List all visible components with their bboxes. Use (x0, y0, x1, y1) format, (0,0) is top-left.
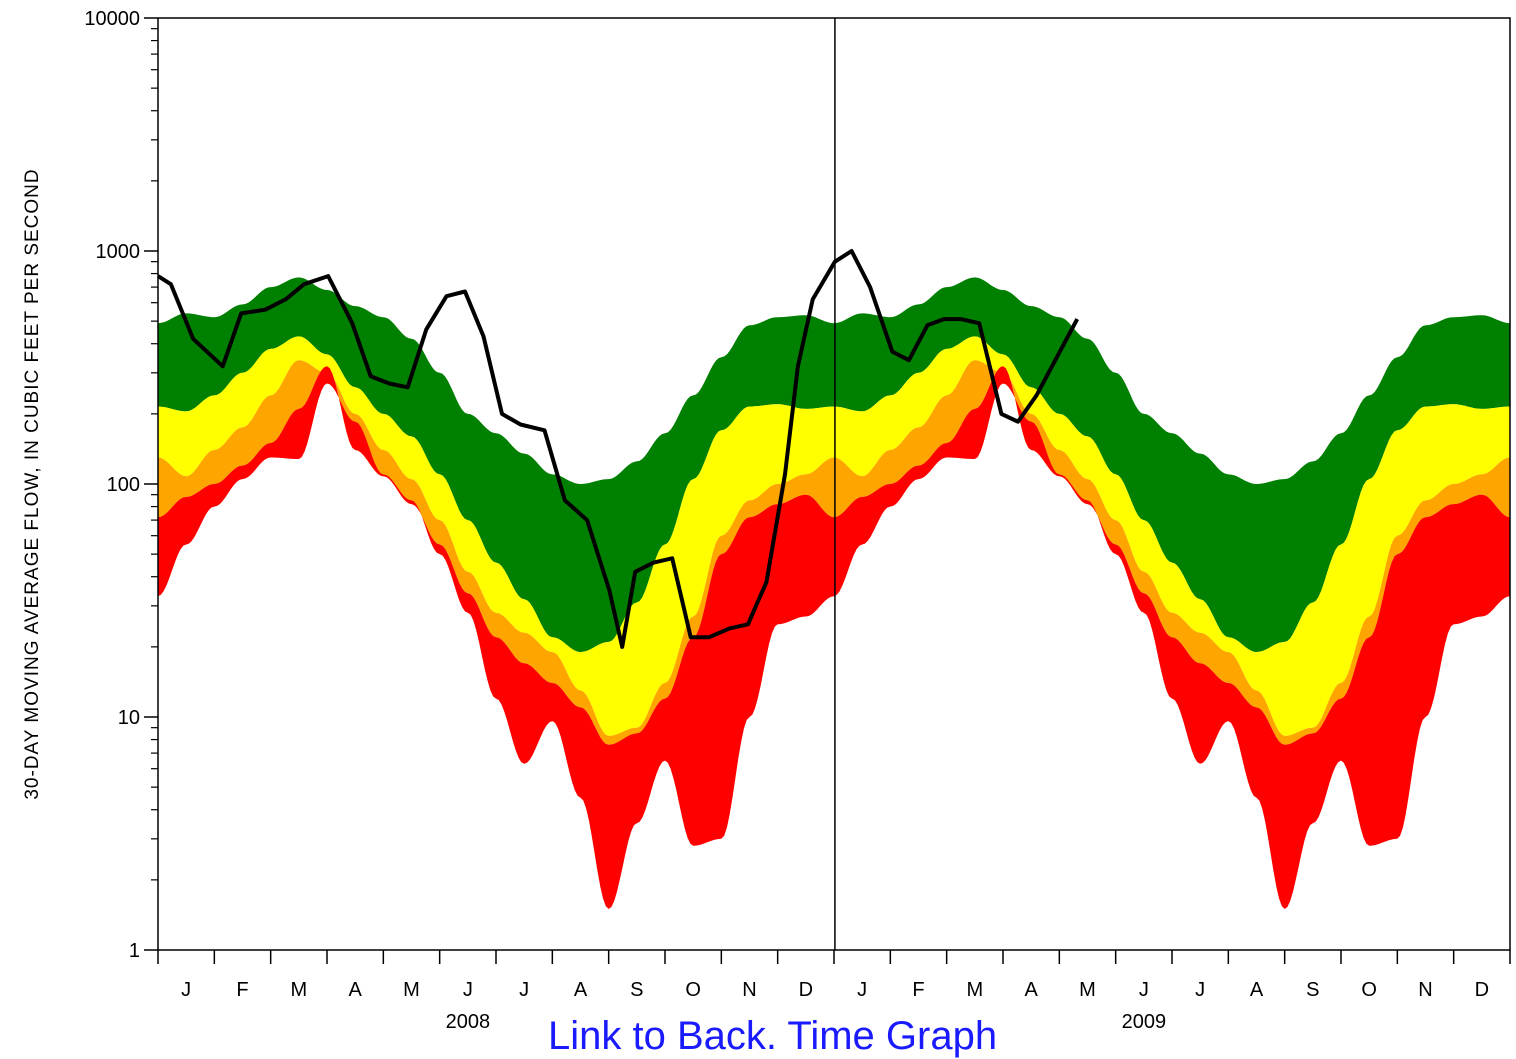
y-axis-label: 30-DAY MOVING AVERAGE FLOW, IN CUBIC FEE… (22, 168, 43, 799)
x-month-label: J (463, 979, 473, 1001)
x-year-label: 2009 (1122, 1011, 1167, 1033)
x-month-label: J (519, 979, 529, 1001)
band-above-normal (158, 277, 1510, 653)
y-axis-ticks: 1 10 100 1000 10000 (84, 8, 158, 962)
x-month-label: A (348, 979, 362, 1001)
x-month-label: M (1079, 979, 1096, 1001)
x-axis-ticks: J F M A M J J A S O N D J F M A M J J A S O N D 2008 2009 (157, 950, 1511, 1033)
streamflow-chart: 1 10 100 1000 10000 J F M A M J J A S O N D J F M A M J J A S O N D… (22, 8, 1511, 1033)
percentile-bands (158, 277, 1510, 909)
x-month-label: M (966, 979, 983, 1001)
x-month-label: S (1306, 979, 1319, 1001)
x-month-label: J (1139, 979, 1149, 1001)
flow-line (156, 249, 1079, 649)
y-tick-label: 1 (129, 940, 140, 962)
band-normal (158, 336, 1510, 736)
x-month-label: A (1250, 979, 1264, 1001)
x-month-label: J (1195, 979, 1205, 1001)
x-month-label: F (236, 979, 248, 1001)
y-tick-label: 1000 (96, 241, 141, 263)
x-month-label: O (1361, 979, 1377, 1001)
x-month-label: J (181, 979, 191, 1001)
band-below-normal (158, 360, 1510, 745)
x-month-label: J (857, 979, 867, 1001)
x-month-label: S (630, 979, 643, 1001)
x-month-label: D (799, 979, 813, 1001)
flow-series (156, 249, 1079, 649)
band-much-below-normal (158, 366, 1510, 909)
y-tick-label: 10 (118, 707, 140, 729)
x-month-label: O (685, 979, 701, 1001)
y-tick-label: 10000 (84, 8, 140, 30)
x-month-label: M (290, 979, 307, 1001)
x-month-label: N (742, 979, 756, 1001)
x-month-label: F (912, 979, 924, 1001)
x-month-label: A (1024, 979, 1038, 1001)
back-time-graph-link[interactable]: Link to Back. Time Graph (548, 1014, 998, 1058)
x-month-label: N (1418, 979, 1432, 1001)
x-month-label: A (574, 979, 588, 1001)
x-month-label: D (1475, 979, 1489, 1001)
x-month-label: M (403, 979, 420, 1001)
y-tick-label: 100 (107, 474, 140, 496)
x-year-label: 2008 (446, 1011, 491, 1033)
